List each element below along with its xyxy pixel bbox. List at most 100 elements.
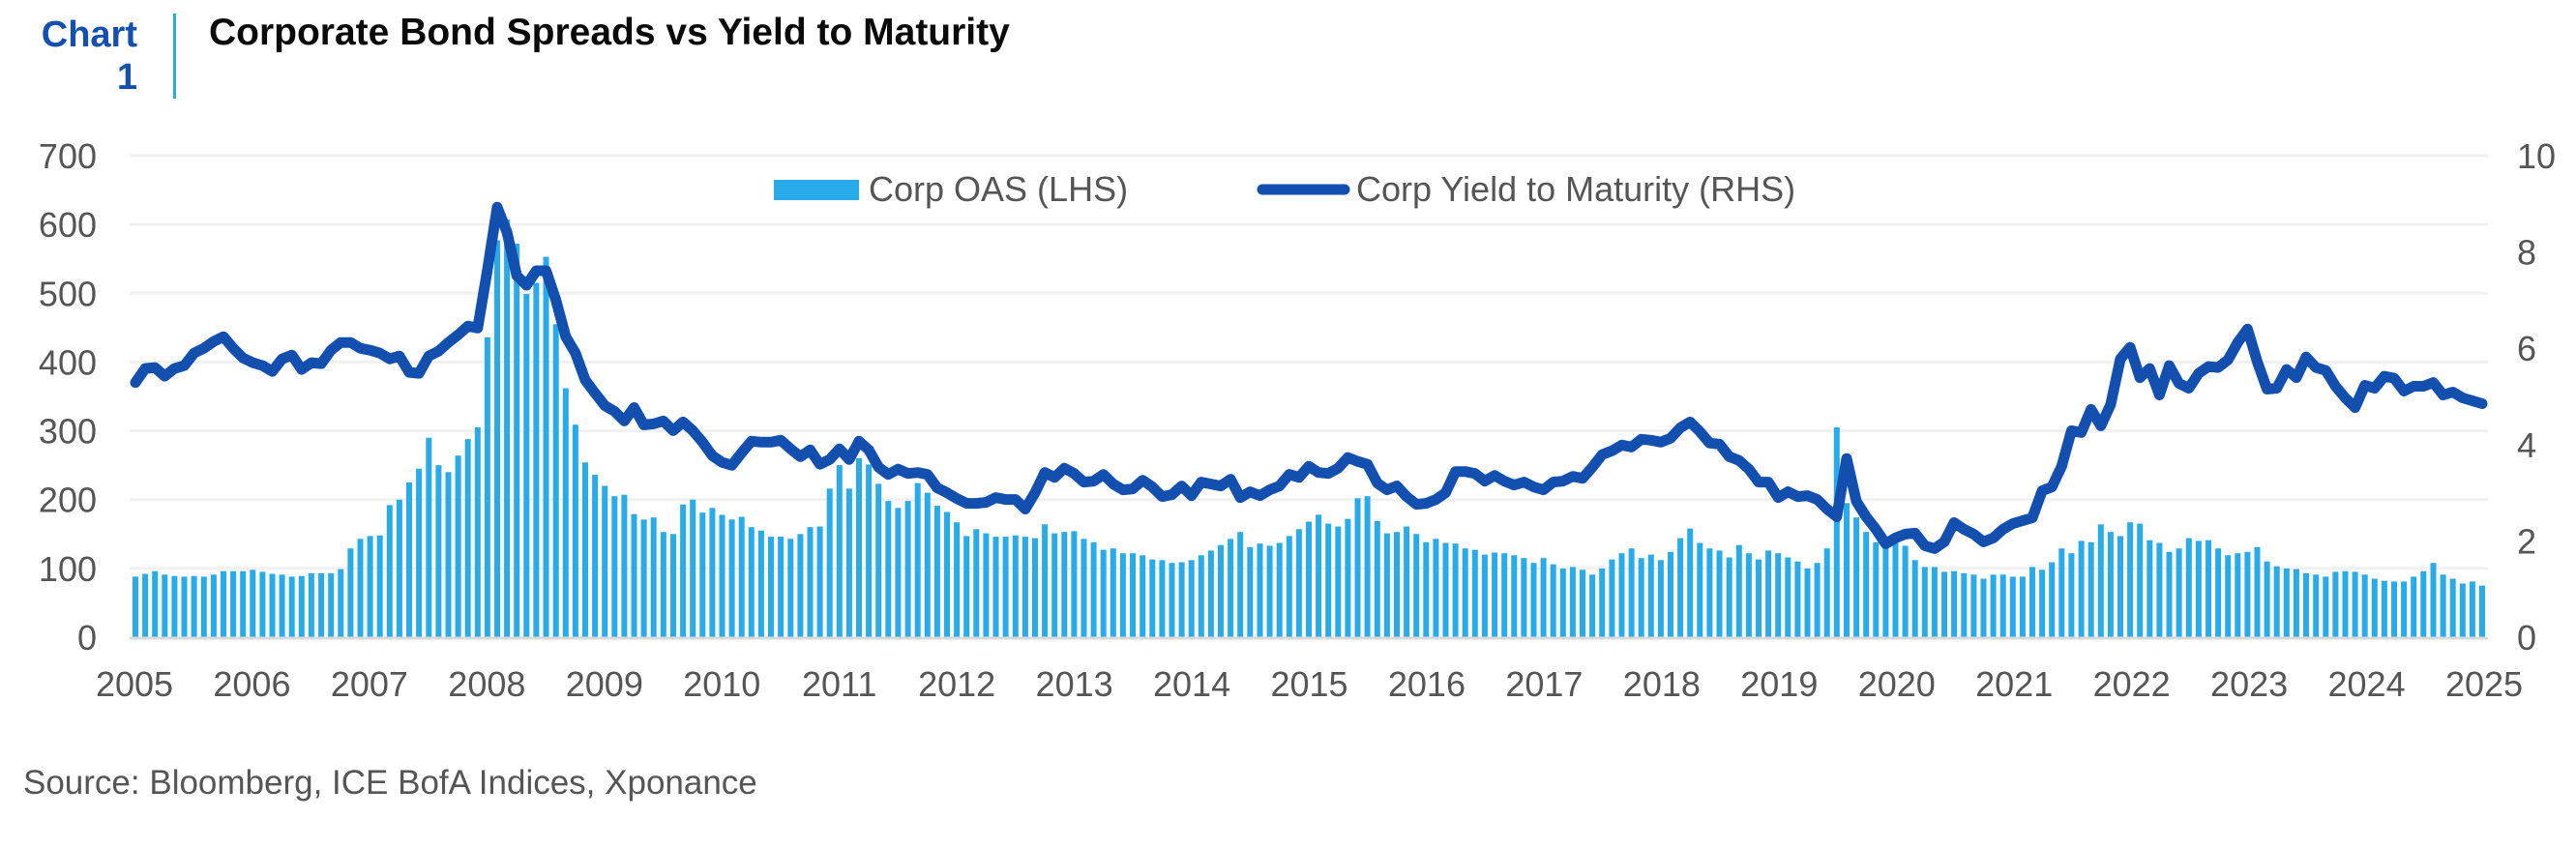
oas-bar [1119, 553, 1126, 637]
oas-bar [2137, 523, 2144, 637]
oas-bar [2430, 563, 2437, 637]
oas-bar [288, 576, 295, 637]
oas-bar [1169, 563, 1175, 637]
oas-bar [1022, 537, 1028, 637]
oas-bar [1266, 545, 1273, 637]
oas-bar [1130, 553, 1136, 637]
oas-bar [1569, 567, 1576, 637]
oas-bar [1921, 567, 1928, 637]
oas-bar [1980, 578, 1987, 637]
chart-label-number: 1 [116, 57, 137, 98]
oas-bar [210, 574, 217, 637]
oas-bar [426, 437, 432, 637]
oas-bar [347, 548, 354, 637]
x-tick-label: 2014 [1153, 664, 1230, 704]
oas-bar [1364, 496, 1371, 637]
oas-bar [357, 539, 364, 637]
oas-bar [2391, 581, 2397, 637]
oas-bar [2411, 576, 2417, 637]
oas-bar [133, 576, 138, 637]
oas-bar [2283, 568, 2290, 637]
oas-bar [1295, 529, 1302, 637]
oas-bar [191, 575, 197, 637]
oas-bar [221, 570, 226, 637]
oas-bar [2068, 553, 2075, 637]
oas-bar [1951, 570, 1958, 637]
oas-bar [983, 533, 990, 637]
oas-bar [474, 427, 481, 637]
source-note: Source: Bloomberg, ICE BofA Indices, Xpo… [23, 764, 757, 802]
oas-bar [523, 294, 530, 637]
oas-bar [230, 570, 237, 637]
oas-bar [1325, 523, 1332, 637]
right-tick-label: 6 [2517, 329, 2536, 368]
oas-bar [856, 458, 862, 637]
oas-bar [963, 536, 970, 637]
oas-bar [1609, 559, 1615, 637]
oas-bar [1911, 560, 1918, 637]
oas-bar [2195, 540, 2202, 637]
oas-bar [757, 530, 764, 637]
oas-bar [1100, 549, 1107, 637]
oas-bar [2293, 569, 2299, 637]
oas-bar [1383, 533, 1390, 637]
oas-bar [2087, 541, 2094, 637]
oas-bar [543, 256, 549, 637]
x-tick-label: 2017 [1505, 664, 1583, 704]
oas-bar [1110, 548, 1116, 637]
oas-bar [2303, 572, 2309, 637]
oas-bar [592, 475, 599, 637]
oas-bar [1941, 571, 1947, 637]
oas-bar [2117, 536, 2123, 637]
oas-bar [1521, 558, 1527, 637]
oas-bar [1735, 544, 1742, 637]
oas-bar [406, 482, 412, 637]
oas-bar [1833, 427, 1840, 637]
oas-bar [2469, 581, 2475, 637]
oas-bar [875, 483, 882, 637]
x-tick-label: 2007 [331, 664, 408, 704]
oas-bar [1413, 534, 1420, 637]
oas-bar [152, 570, 159, 637]
oas-bar [1423, 541, 1430, 637]
oas-bar [1530, 563, 1537, 637]
oas-bar [1687, 528, 1694, 637]
left-axis-ticks: 0 100 200 300 400 500 600 700 [39, 136, 97, 657]
oas-bar [514, 244, 520, 637]
left-tick-label: 300 [39, 412, 97, 452]
legend-oas-swatch [774, 180, 859, 200]
left-tick-label: 500 [39, 274, 97, 313]
oas-bar [2215, 548, 2222, 637]
oas-bar [914, 482, 921, 637]
oas-bar [1882, 540, 1889, 637]
oas-bar [2381, 580, 2387, 637]
oas-bar [690, 499, 696, 637]
oas-bar [1178, 562, 1185, 637]
oas-bar [1638, 558, 1644, 637]
oas-bar [376, 535, 383, 637]
oas-bar [533, 282, 540, 637]
oas-bar [1433, 539, 1439, 637]
oas-bar [1823, 548, 1830, 637]
x-tick-label: 2024 [2328, 664, 2406, 704]
oas-bar [2449, 578, 2456, 637]
oas-bar [279, 574, 285, 637]
oas-bar [904, 501, 911, 637]
oas-bar [1990, 574, 1997, 637]
oas-bar [2254, 546, 2261, 637]
oas-bar [269, 573, 276, 637]
oas-bar [2352, 571, 2358, 637]
oas-bar [1716, 550, 1723, 637]
oas-bar [1188, 560, 1195, 637]
x-tick-label: 2025 [2445, 664, 2523, 704]
oas-bar [1668, 551, 1673, 637]
oas-bar [162, 574, 168, 637]
oas-bar [699, 512, 706, 637]
oas-bar [2235, 553, 2241, 637]
oas-bar [709, 508, 716, 637]
oas-bar [2176, 548, 2182, 637]
oas-bar [836, 465, 843, 637]
chart-title: Corporate Bond Spreads vs Yield to Matur… [209, 12, 1010, 53]
oas-bar [660, 532, 666, 637]
